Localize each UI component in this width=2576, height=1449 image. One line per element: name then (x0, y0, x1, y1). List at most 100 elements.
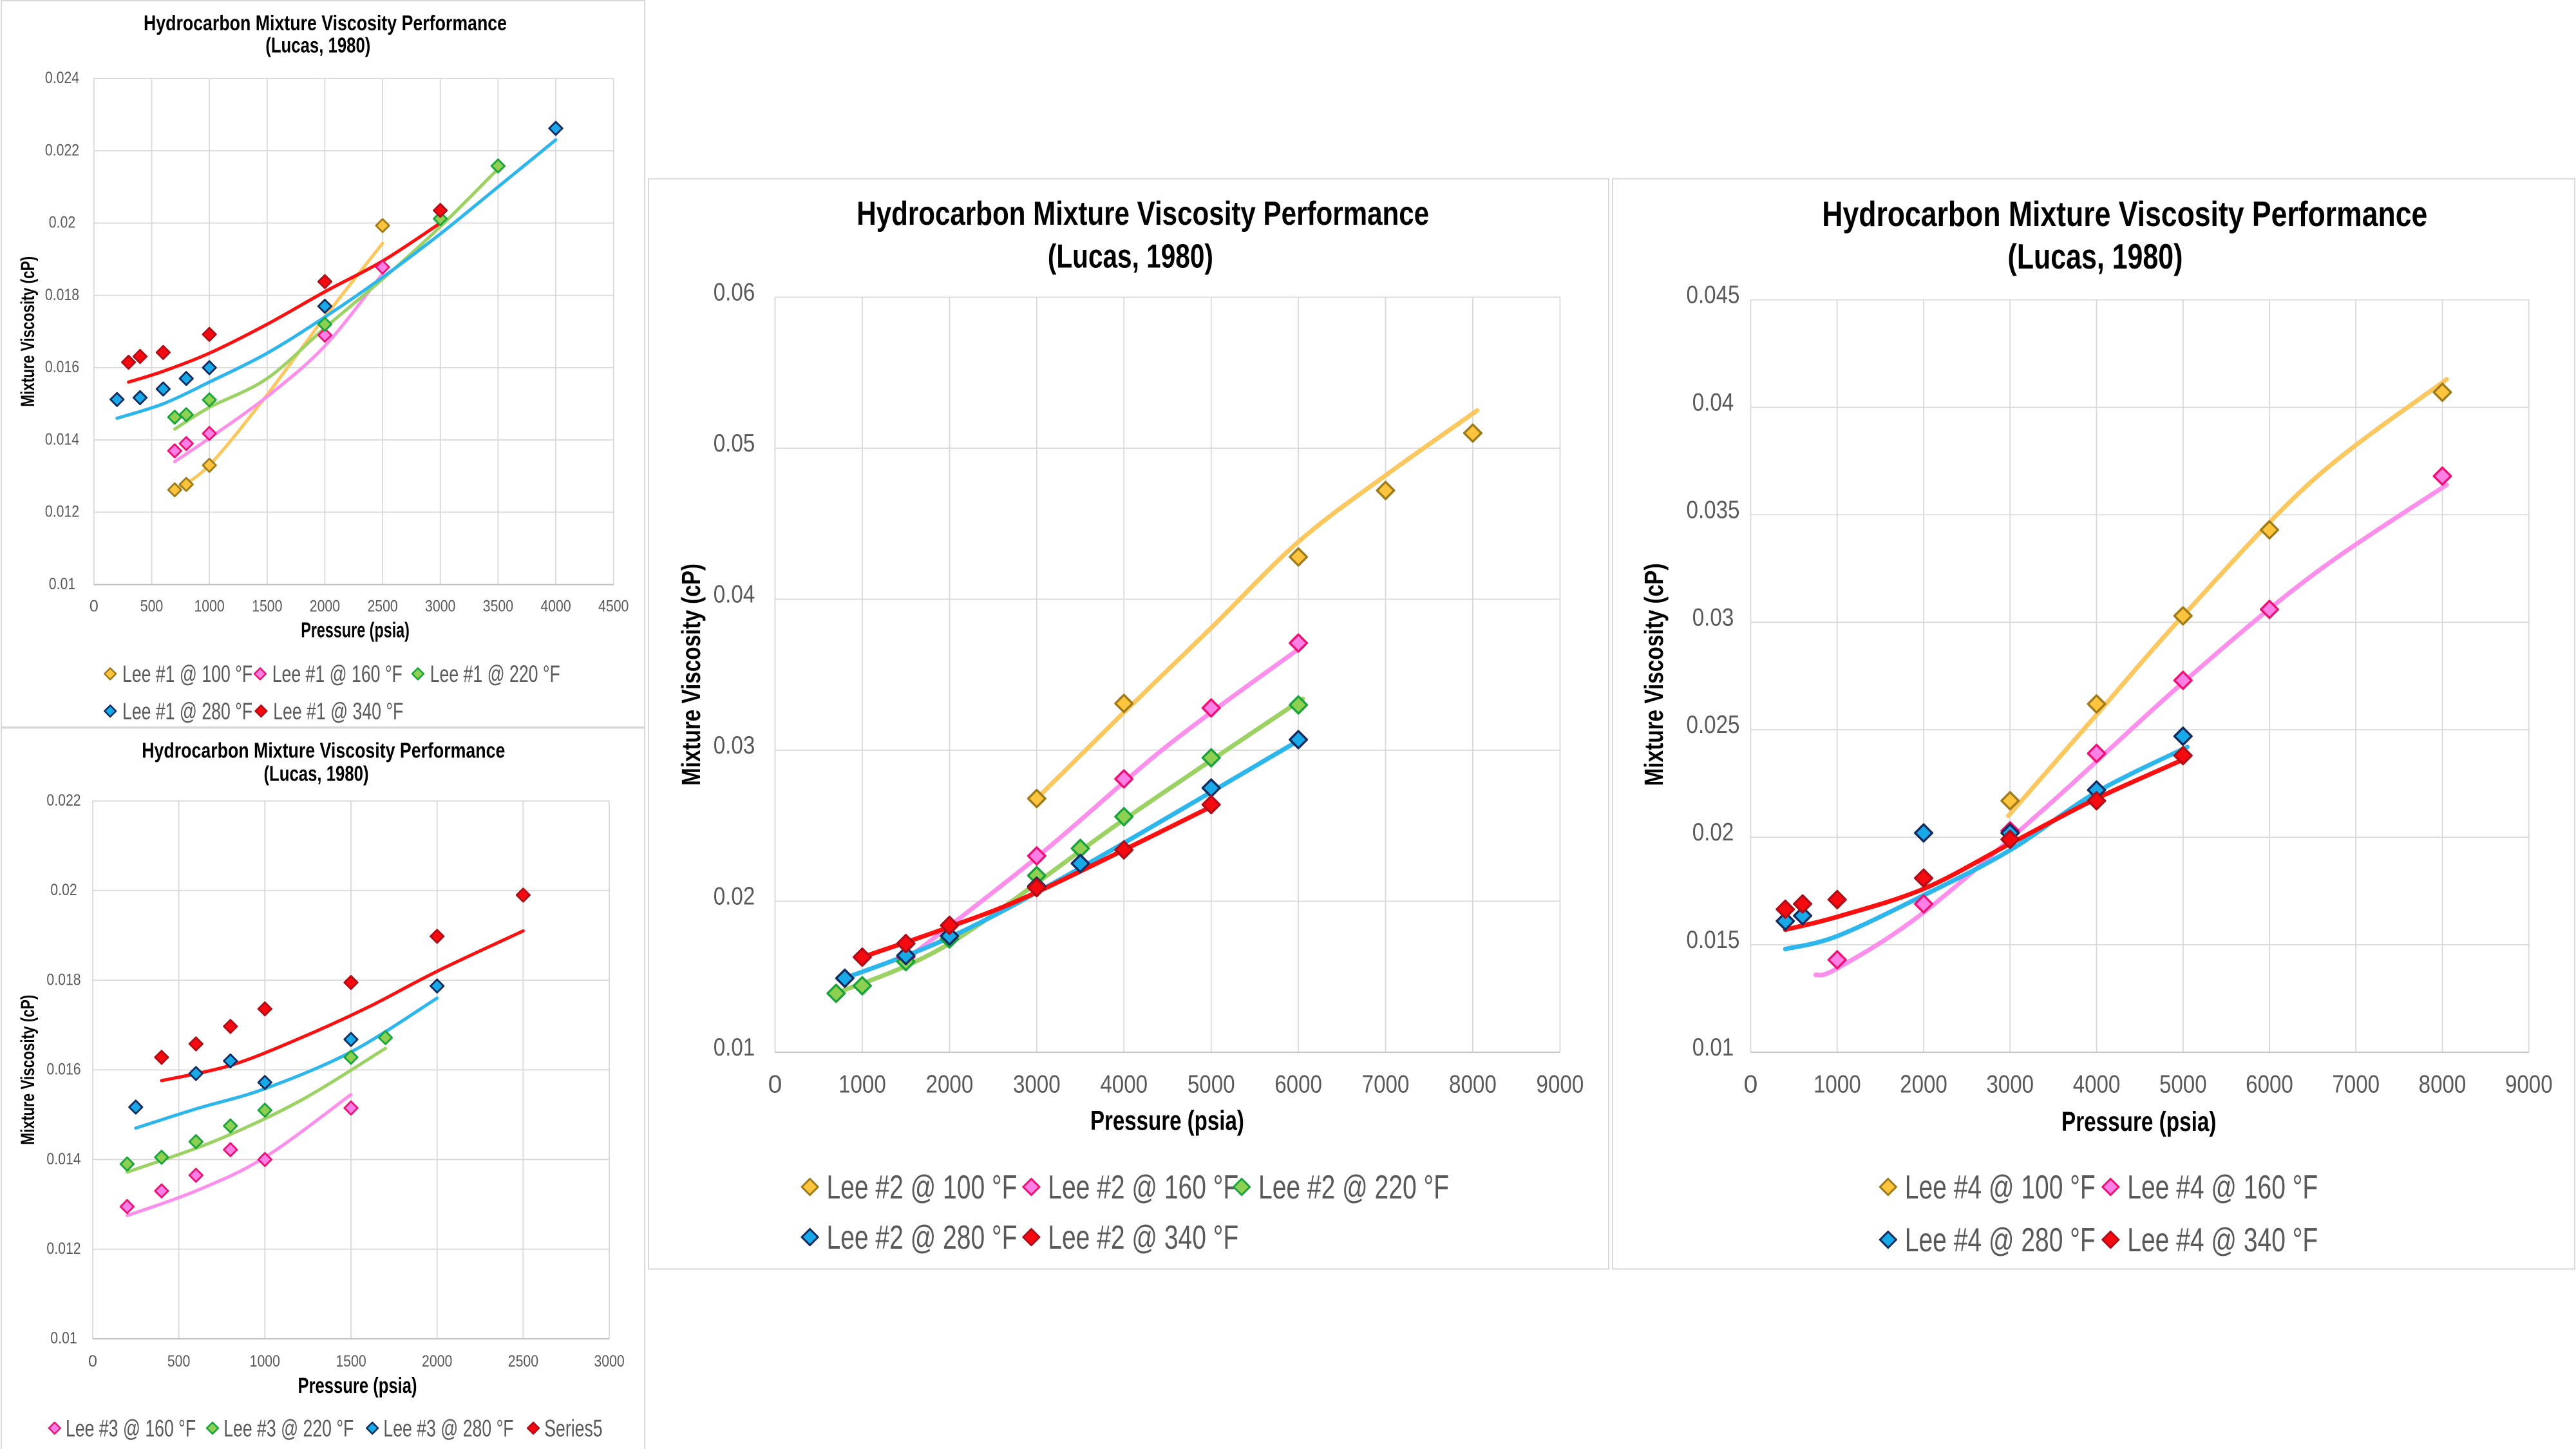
svg-text:Pressure (psia): Pressure (psia) (2061, 1106, 2216, 1137)
svg-text:0.022: 0.022 (45, 141, 79, 159)
svg-text:0.03: 0.03 (714, 732, 755, 759)
svg-text:0.01: 0.01 (1692, 1034, 1734, 1061)
svg-text:0.05: 0.05 (714, 430, 755, 457)
svg-text:Lee #2 @ 280 °F: Lee #2 @ 280 °F (827, 1219, 1018, 1256)
svg-text:4000: 4000 (2073, 1071, 2121, 1099)
svg-text:0.018: 0.018 (46, 971, 80, 989)
svg-text:6000: 6000 (1274, 1071, 1322, 1099)
svg-text:1000: 1000 (250, 1352, 280, 1370)
svg-text:Lee #4 @ 100 °F: Lee #4 @ 100 °F (1905, 1169, 2096, 1206)
svg-text:0.014: 0.014 (45, 431, 79, 449)
svg-text:0.03: 0.03 (1692, 603, 1734, 631)
svg-text:7000: 7000 (1362, 1071, 1410, 1099)
svg-text:Pressure (psia): Pressure (psia) (298, 1374, 417, 1398)
svg-text:2000: 2000 (926, 1071, 974, 1099)
svg-text:3000: 3000 (594, 1352, 624, 1370)
svg-text:0.01: 0.01 (49, 575, 75, 593)
svg-text:3000: 3000 (425, 598, 455, 616)
svg-text:Lee #4 @ 280 °F: Lee #4 @ 280 °F (1905, 1222, 2096, 1259)
svg-text:1500: 1500 (252, 598, 282, 616)
svg-text:Pressure (psia): Pressure (psia) (301, 618, 410, 642)
svg-text:Hydrocarbon Mixture Viscosity: Hydrocarbon Mixture Viscosity Performanc… (144, 11, 507, 35)
svg-text:0.016: 0.016 (46, 1061, 80, 1079)
svg-text:0.02: 0.02 (714, 882, 755, 910)
svg-text:Hydrocarbon Mixture Viscosity: Hydrocarbon Mixture Viscosity Performanc… (857, 195, 1429, 232)
svg-text:500: 500 (167, 1352, 191, 1370)
svg-text:Lee #2 @ 100 °F: Lee #2 @ 100 °F (827, 1169, 1018, 1206)
svg-text:2000: 2000 (422, 1352, 452, 1370)
svg-text:0.025: 0.025 (1687, 711, 1740, 739)
svg-text:(Lucas, 1980): (Lucas, 1980) (263, 762, 368, 786)
svg-text:Lee #2 @ 220 °F: Lee #2 @ 220 °F (1258, 1169, 1449, 1206)
svg-text:3500: 3500 (483, 598, 513, 616)
svg-text:6000: 6000 (2246, 1071, 2293, 1099)
svg-text:0.06: 0.06 (714, 279, 755, 307)
svg-text:1000: 1000 (838, 1071, 886, 1099)
svg-text:Hydrocarbon Mixture Viscosity: Hydrocarbon Mixture Viscosity Performanc… (1822, 194, 2427, 234)
svg-text:Series5: Series5 (544, 1415, 602, 1441)
svg-text:0.045: 0.045 (1687, 281, 1740, 309)
svg-text:(Lucas, 1980): (Lucas, 1980) (1048, 238, 1213, 275)
svg-text:0: 0 (1744, 1071, 1758, 1099)
svg-text:Lee #3 @ 280 °F: Lee #3 @ 280 °F (383, 1415, 513, 1441)
svg-text:0.01: 0.01 (50, 1329, 77, 1347)
svg-text:4000: 4000 (1100, 1071, 1148, 1099)
svg-text:3000: 3000 (1986, 1071, 2034, 1099)
svg-text:Mixture Viscosity (cP): Mixture Viscosity (cP) (17, 256, 39, 407)
svg-text:0.01: 0.01 (714, 1034, 755, 1061)
svg-text:500: 500 (140, 598, 164, 616)
svg-text:Lee #4 @ 160 °F: Lee #4 @ 160 °F (2127, 1169, 2318, 1206)
svg-text:4000: 4000 (540, 598, 571, 616)
svg-text:0: 0 (768, 1071, 782, 1099)
svg-text:0.012: 0.012 (46, 1240, 80, 1258)
svg-text:5000: 5000 (1188, 1071, 1235, 1099)
svg-text:0.024: 0.024 (45, 69, 79, 87)
svg-text:1500: 1500 (336, 1352, 366, 1370)
svg-text:(Lucas, 1980): (Lucas, 1980) (265, 33, 370, 57)
svg-text:9000: 9000 (2505, 1071, 2553, 1099)
svg-text:2000: 2000 (310, 598, 340, 616)
svg-text:2500: 2500 (508, 1352, 538, 1370)
svg-text:0.02: 0.02 (49, 214, 75, 232)
svg-text:2000: 2000 (1900, 1071, 1947, 1099)
svg-text:Lee #1 @ 160 °F: Lee #1 @ 160 °F (272, 661, 402, 687)
svg-text:Mixture Viscosity (cP): Mixture Viscosity (cP) (1639, 564, 1669, 786)
svg-text:1000: 1000 (194, 598, 224, 616)
svg-text:0.018: 0.018 (45, 286, 79, 304)
svg-text:Mixture Viscosity (cP): Mixture Viscosity (cP) (17, 995, 39, 1145)
svg-text:0.012: 0.012 (45, 503, 79, 521)
svg-text:Lee #1 @ 100 °F: Lee #1 @ 100 °F (122, 661, 252, 687)
svg-text:Lee #2 @ 160 °F: Lee #2 @ 160 °F (1048, 1169, 1238, 1206)
svg-text:4500: 4500 (598, 598, 629, 616)
svg-text:0.014: 0.014 (46, 1150, 80, 1168)
svg-text:Lee #1 @ 280 °F: Lee #1 @ 280 °F (122, 698, 252, 724)
svg-text:9000: 9000 (1537, 1071, 1584, 1099)
svg-text:8000: 8000 (1449, 1071, 1497, 1099)
svg-text:Lee #3 @ 160 °F: Lee #3 @ 160 °F (66, 1415, 196, 1441)
svg-text:0.016: 0.016 (45, 358, 79, 376)
svg-text:0.02: 0.02 (50, 881, 77, 899)
svg-text:0.04: 0.04 (714, 581, 755, 609)
svg-text:Hydrocarbon Mixture Viscosity: Hydrocarbon Mixture Viscosity Performanc… (142, 738, 505, 762)
svg-text:8000: 8000 (2419, 1071, 2467, 1099)
svg-text:(Lucas, 1980): (Lucas, 1980) (2008, 236, 2183, 276)
svg-text:7000: 7000 (2332, 1071, 2380, 1099)
svg-text:Lee #1 @ 220 °F: Lee #1 @ 220 °F (430, 661, 560, 687)
svg-text:0.022: 0.022 (46, 791, 80, 810)
svg-text:1000: 1000 (1814, 1071, 1861, 1099)
svg-text:Pressure (psia): Pressure (psia) (1090, 1106, 1244, 1137)
svg-text:2500: 2500 (367, 598, 397, 616)
svg-text:Lee #3 @ 220 °F: Lee #3 @ 220 °F (223, 1415, 354, 1441)
svg-text:3000: 3000 (1013, 1071, 1061, 1099)
svg-text:0.035: 0.035 (1687, 496, 1740, 524)
svg-text:5000: 5000 (2159, 1071, 2207, 1099)
svg-text:Lee #4 @ 340 °F: Lee #4 @ 340 °F (2127, 1222, 2318, 1259)
svg-text:Lee #1 @ 340 °F: Lee #1 @ 340 °F (273, 698, 403, 724)
svg-text:0.015: 0.015 (1687, 926, 1740, 954)
svg-text:Mixture Viscosity (cP): Mixture Viscosity (cP) (676, 564, 706, 786)
svg-text:0.02: 0.02 (1692, 819, 1734, 846)
svg-text:0: 0 (90, 598, 99, 616)
svg-text:0.04: 0.04 (1692, 389, 1734, 417)
svg-text:Lee #2 @ 340 °F: Lee #2 @ 340 °F (1048, 1219, 1238, 1256)
svg-text:0: 0 (88, 1352, 97, 1370)
